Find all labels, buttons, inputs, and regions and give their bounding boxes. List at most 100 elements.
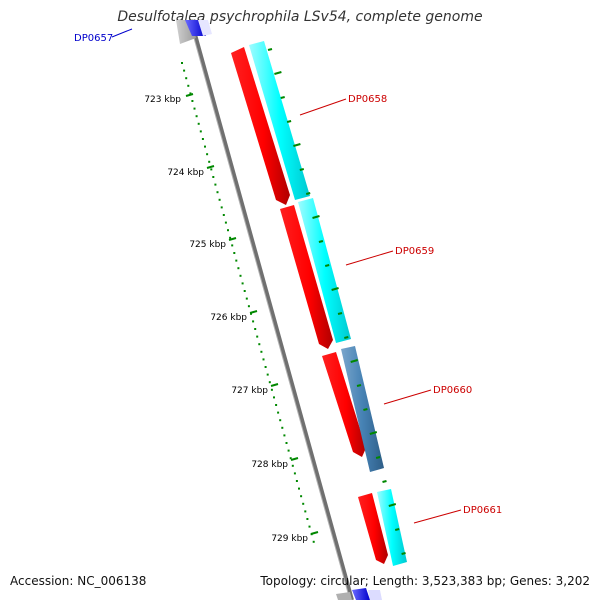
ruler-minor-tick (256, 335, 259, 338)
right-tick (318, 240, 324, 243)
ruler-minor-tick (285, 442, 288, 444)
right-tick (337, 312, 343, 315)
ruler-minor-tick (199, 130, 202, 133)
ruler-minor-tick (197, 122, 200, 125)
ruler-minor-tick (306, 518, 309, 520)
right-tick (324, 264, 330, 267)
right-tick (356, 384, 362, 387)
ruler-minor-tick (218, 198, 221, 201)
feature-cyan-dp0659[interactable] (298, 198, 351, 343)
ruler-minor-tick (212, 176, 215, 178)
ruler-minor-tick (243, 290, 246, 292)
ruler-minor-tick (250, 312, 252, 315)
ruler-minor-tick (181, 62, 183, 64)
right-tick (394, 528, 400, 531)
ruler-minor-tick (270, 388, 273, 391)
ruler-minor-tick (235, 259, 238, 262)
ruler-label: 728 kbp (251, 460, 288, 470)
right-tick (267, 48, 273, 51)
ruler-major-tick (185, 93, 194, 97)
ruler-minor-tick (295, 480, 298, 482)
ruler-minor-tick (241, 282, 244, 285)
ruler-minor-tick (183, 69, 186, 72)
ruler-minor-tick (258, 343, 261, 346)
right-tick (344, 336, 349, 339)
ruler-minor-tick (281, 426, 284, 429)
ruler-label: 724 kbp (167, 168, 204, 178)
ruler-label: 725 kbp (189, 240, 226, 250)
ruler-minor-tick (214, 183, 217, 186)
cds-dp0658[interactable] (231, 47, 290, 205)
ruler-minor-tick (210, 168, 213, 171)
ruler-minor-tick (264, 366, 267, 368)
right-ticks (267, 48, 406, 555)
gene-label-dp0658[interactable]: DP0658 (348, 94, 387, 105)
ruler-minor-tick (304, 510, 307, 513)
gene-label-dp0659[interactable]: DP0659 (395, 246, 434, 257)
gene-label-dp0660[interactable]: DP0660 (433, 385, 472, 396)
ruler-major-tick (206, 165, 215, 169)
gene-label-dp0657[interactable]: DP0657 (74, 33, 113, 44)
feature-cyan-dp0658[interactable] (249, 41, 310, 200)
genome-summary-text: Topology: circular; Length: 3,523,383 bp… (260, 574, 590, 588)
ruler-minor-tick (252, 320, 255, 323)
cds-dp0661[interactable] (358, 493, 388, 564)
accession-text: Accession: NC_006138 (10, 574, 147, 588)
ruler-label: 727 kbp (231, 386, 268, 396)
right-tick (363, 408, 368, 411)
ruler-minor-tick (189, 92, 192, 95)
ruler-minor-tick (204, 145, 206, 148)
feature-dp0657-region[interactable] (176, 20, 212, 44)
map-title: Desulfotalea psychrophila LSv54, complet… (117, 9, 483, 25)
right-tick (401, 552, 406, 555)
ruler-minor-tick (275, 404, 278, 406)
right-tick (286, 120, 292, 123)
right-tick (388, 503, 397, 507)
ruler-minor-tick (239, 274, 242, 277)
right-tick (382, 480, 387, 483)
ruler-minor-tick (231, 244, 234, 247)
ruler-major-tick (228, 237, 237, 241)
feature-steel-dp0660[interactable] (341, 346, 384, 472)
ruler-minor-tick (216, 191, 219, 194)
ruler-major-tick (310, 531, 319, 535)
right-tick (305, 192, 311, 195)
cds-dp0659[interactable] (280, 205, 333, 349)
ruler-minor-tick (298, 487, 300, 490)
ruler-minor-tick (220, 206, 223, 209)
ruler-minor-tick (262, 358, 265, 361)
ruler-major-tick (270, 383, 279, 387)
gene-labels: DP0657 DP0658 DP0659 DP0660 DP0661 (74, 33, 502, 516)
right-tick (299, 168, 305, 171)
ruler-minor-tick (247, 305, 250, 308)
ruler-minor-tick (273, 396, 275, 399)
ruler-minor-tick (289, 457, 292, 460)
ruler-labels: 723 kbp 724 kbp 725 kbp 726 kbp 727 kbp … (144, 95, 308, 544)
ruler-minor-tick (308, 525, 311, 528)
ruler-minor-tick (206, 153, 209, 156)
ruler-minor-tick (187, 84, 190, 87)
right-tick (350, 359, 358, 363)
ruler-minor-tick (201, 138, 204, 140)
feature-cyan-dp0661[interactable] (377, 489, 407, 566)
ruler-label: 723 kbp (144, 95, 181, 105)
ruler-minor-tick (227, 229, 229, 232)
ruler-minor-tick (254, 328, 257, 330)
ruler-minor-tick (268, 381, 271, 384)
ruler-minor-tick (312, 540, 315, 543)
ruler-minor-tick (208, 160, 211, 163)
feature-bottom-partial[interactable] (336, 588, 382, 600)
ruler-minor-tick (293, 472, 296, 475)
cds-dp0660[interactable] (322, 352, 366, 457)
right-tick (274, 71, 282, 75)
ruler-minor-tick (193, 107, 196, 110)
ruler-minor-tick (277, 411, 280, 414)
ruler-minor-tick (279, 419, 282, 422)
gene-label-dp0661[interactable]: DP0661 (463, 505, 502, 516)
right-tick (331, 287, 339, 291)
ruler-major-tick (249, 310, 258, 314)
ruler-label: 729 kbp (271, 534, 308, 544)
gene-label-leaders (111, 28, 462, 524)
ruler-minor-tick (229, 236, 232, 239)
